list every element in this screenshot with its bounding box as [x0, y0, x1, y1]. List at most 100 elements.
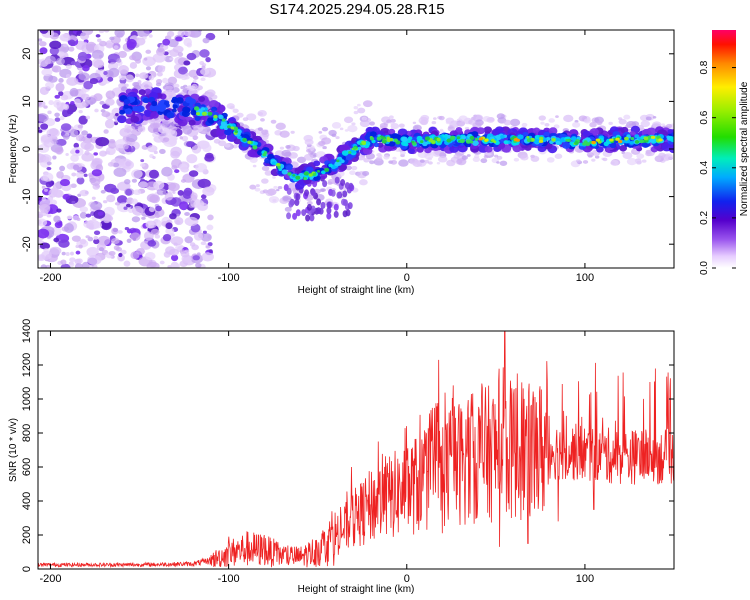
noise-blob — [207, 242, 213, 247]
lobe-blob — [309, 214, 315, 222]
ridge-blob — [496, 128, 503, 134]
haze-blob — [124, 124, 131, 129]
noise-blob — [85, 235, 90, 239]
noise-blob — [131, 178, 138, 183]
haze-blob — [553, 124, 560, 129]
ridge-blob — [649, 137, 656, 143]
ridge-blob — [639, 139, 644, 144]
ridge-blob — [634, 140, 640, 144]
noise-blob — [41, 68, 53, 77]
noise-blob — [38, 38, 43, 42]
ridge-blob — [582, 142, 587, 146]
noise-blob — [79, 238, 87, 245]
noise-blob — [113, 45, 119, 50]
lobe-blob — [333, 210, 339, 218]
haze-blob — [353, 110, 359, 115]
noise-blob — [124, 178, 131, 185]
y-tick-label: -20 — [21, 236, 33, 252]
noise-blob — [162, 77, 169, 84]
noise-blob — [44, 188, 48, 192]
noise-blob — [199, 49, 210, 58]
colorbar-gradient — [712, 30, 736, 268]
noise-blob — [193, 199, 205, 209]
noise-blob — [98, 247, 105, 252]
haze-blob — [437, 155, 448, 163]
spectrogram-frame — [37, 29, 675, 269]
haze-blob — [645, 116, 652, 121]
haze-blob — [303, 134, 314, 142]
ridge-blob — [119, 109, 126, 115]
noise-blob — [69, 129, 79, 138]
ridge-blob — [185, 96, 193, 104]
haze-blob — [249, 157, 258, 163]
noise-blob — [87, 254, 102, 265]
noise-blob — [54, 112, 60, 118]
lobe-blob — [286, 212, 292, 220]
ridge-blob — [503, 140, 509, 145]
lobe-blob — [306, 203, 312, 211]
ridge-blob — [292, 174, 296, 177]
ridge-blob — [534, 135, 540, 140]
noise-blob — [69, 261, 75, 268]
noise-blob — [79, 189, 89, 197]
noise-blob — [121, 160, 134, 170]
haze-blob — [261, 165, 270, 172]
ridge-blob — [312, 172, 317, 176]
haze-blob — [513, 157, 520, 162]
noise-blob — [79, 206, 89, 213]
noise-blob — [173, 263, 181, 268]
haze-blob — [544, 122, 550, 127]
noise-blob — [66, 109, 74, 115]
noise-blob — [53, 99, 62, 108]
noise-blob — [200, 144, 205, 148]
noise-blob — [95, 137, 110, 147]
haze-blob — [494, 154, 499, 158]
haze-blob — [474, 154, 480, 159]
lobe-blob — [326, 212, 332, 220]
noise-blob — [38, 153, 42, 157]
noise-blob — [51, 65, 62, 73]
haze-blob — [412, 124, 422, 132]
noise-blob — [72, 163, 83, 172]
ridge-blob — [138, 89, 146, 96]
haze-blob — [188, 85, 197, 91]
haze-blob — [257, 109, 267, 117]
noise-blob — [74, 263, 83, 268]
ridge-blob — [234, 130, 239, 134]
noise-blob — [107, 76, 114, 82]
ridge-blob — [411, 140, 415, 144]
noise-blob — [40, 123, 49, 130]
haze-blob — [362, 100, 373, 108]
noise-blob — [148, 169, 160, 179]
ridge-blob — [233, 138, 242, 145]
noise-blob — [42, 172, 54, 182]
noise-blob — [103, 71, 108, 76]
ridge-blob — [221, 118, 226, 122]
noise-blob — [43, 248, 49, 253]
noise-blob — [157, 65, 166, 73]
lobe-blob — [345, 209, 351, 217]
noise-blob — [199, 60, 205, 66]
haze-blob — [362, 170, 370, 176]
haze-blob — [433, 117, 437, 120]
colorbar-tick-label: 0.0 — [699, 261, 710, 275]
haze-blob — [618, 117, 623, 121]
noise-blob — [207, 214, 214, 221]
noise-blob — [130, 232, 141, 241]
noise-blob — [181, 135, 189, 142]
haze-blob — [361, 116, 368, 121]
noise-blob — [55, 57, 66, 66]
ridge-blob — [136, 105, 145, 113]
haze-blob — [322, 145, 327, 150]
noise-blob — [152, 155, 156, 160]
noise-blob — [145, 220, 155, 229]
noise-blob — [152, 132, 160, 138]
hotspot-blob — [484, 138, 489, 142]
noise-blob — [80, 93, 90, 101]
haze-blob — [586, 152, 594, 158]
noise-blob — [114, 30, 125, 38]
haze-blob — [232, 108, 239, 114]
hotspot-blob — [478, 137, 484, 141]
x-tick-label: 100 — [576, 272, 594, 284]
noise-blob — [184, 236, 193, 244]
